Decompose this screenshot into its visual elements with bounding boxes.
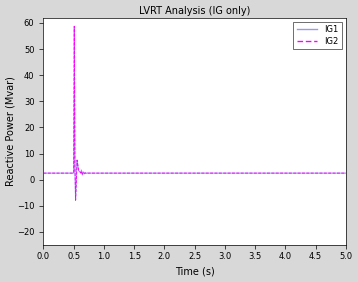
X-axis label: Time (s): Time (s) [175, 266, 214, 276]
Title: LVRT Analysis (IG only): LVRT Analysis (IG only) [139, 6, 250, 16]
Y-axis label: Reactive Power (Mvar): Reactive Power (Mvar) [6, 76, 15, 186]
Legend: IG1, IG2: IG1, IG2 [293, 22, 342, 49]
